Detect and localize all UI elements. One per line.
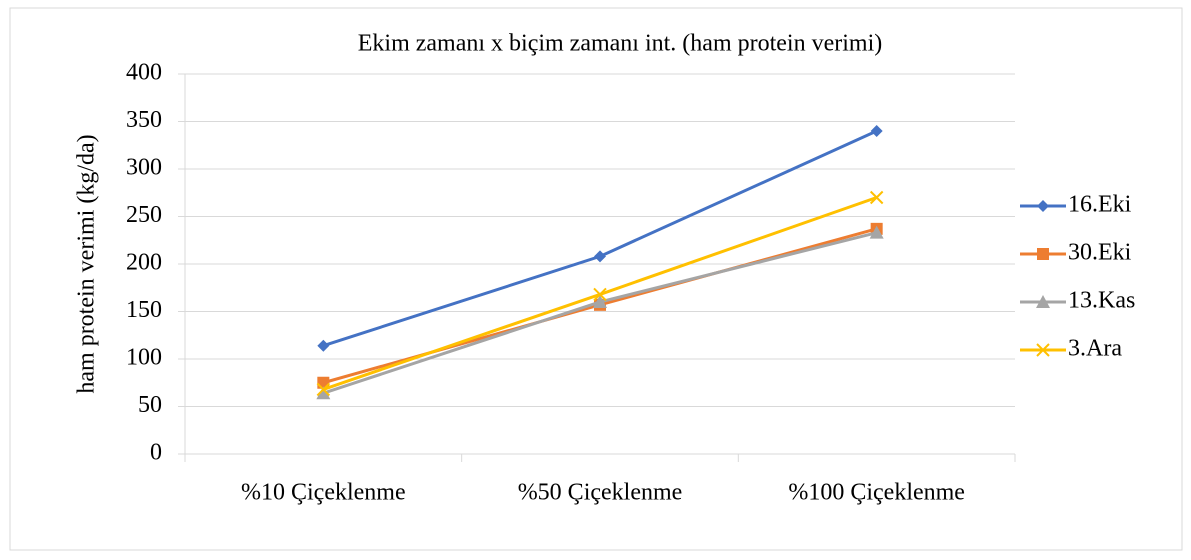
legend-label: 30.Eki [1068,240,1132,266]
data-point [594,250,606,263]
chart-border [9,7,1183,551]
y-axis-label: ham protein verimi (kg/da) [74,134,100,393]
legend-marker [1037,248,1049,260]
y-tick-label: 400 [126,60,162,86]
legend-label: 13.Kas [1068,288,1135,314]
data-point [593,287,607,302]
data-point [316,382,331,397]
legend-marker [1036,343,1050,357]
y-tick-label: 100 [126,345,162,371]
chart-title: Ekim zamanı x biçim zamanı int. (ham pro… [358,31,883,57]
legend-label: 16.Eki [1068,192,1132,218]
x-tick-label: %100 Çiçeklenme [788,480,965,506]
y-tick-label: 150 [126,297,162,323]
y-tick-label: 50 [138,392,162,418]
y-tick-label: 300 [126,155,162,181]
data-point [317,339,330,352]
data-point [316,386,331,400]
legend-label: 3.Ara [1068,336,1122,362]
y-tick-label: 200 [126,250,162,276]
y-tick-label: 350 [126,107,162,133]
x-tick-label: %50 Çiçeklenme [518,480,683,506]
data-point [870,125,883,137]
legend-marker [1037,200,1049,212]
data-point [869,225,884,239]
x-tick-label: %10 Çiçeklenme [241,480,406,506]
legend-marker [1036,295,1050,308]
data-point [869,190,884,205]
y-tick-label: 250 [126,202,162,228]
y-tick-label: 0 [150,440,162,466]
data-point [593,295,607,308]
